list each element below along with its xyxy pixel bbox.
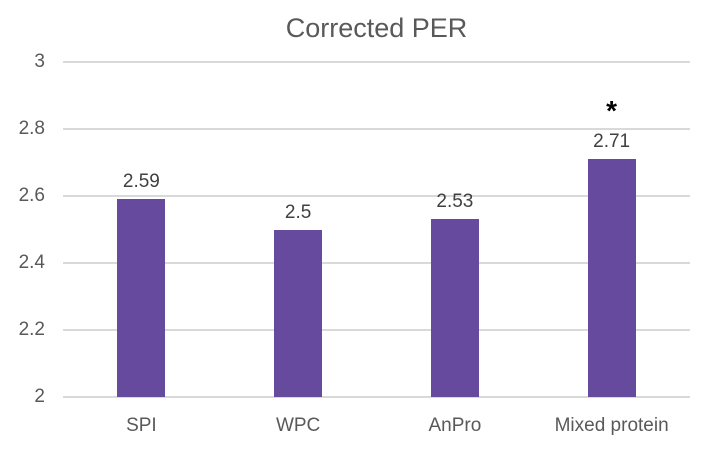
y-axis-tick-label: 2.8 xyxy=(18,118,45,139)
bar xyxy=(587,159,636,397)
y-axis-tick-label: 2 xyxy=(34,386,45,407)
gridline xyxy=(63,329,690,331)
bar-value-label: 2.59 xyxy=(122,171,160,193)
gridline xyxy=(63,61,690,63)
y-axis-tick-label: 2.6 xyxy=(18,185,45,206)
y-axis-tick-label: 2.2 xyxy=(18,319,45,340)
gridline xyxy=(63,195,690,197)
x-axis-category-label: SPI xyxy=(126,415,157,436)
y-axis-tick-label: 3 xyxy=(34,51,45,72)
bar-value-label: 2.71 xyxy=(593,131,631,153)
bar-value-label: 2.53 xyxy=(436,191,474,213)
chart-title: Corrected PER xyxy=(285,13,468,43)
x-axis-category-label: AnPro xyxy=(428,415,482,436)
gridline xyxy=(63,396,690,398)
bar xyxy=(117,199,166,397)
x-axis-category-label: WPC xyxy=(275,415,321,436)
bar xyxy=(274,229,323,397)
gridline xyxy=(63,128,690,130)
x-axis-category-label: Mixed protein xyxy=(554,415,669,436)
y-axis-tick-label: 2.4 xyxy=(18,252,45,273)
gridline xyxy=(63,262,690,264)
bar xyxy=(430,219,479,397)
bar-value-label: 2.5 xyxy=(284,201,312,223)
significance-asterisk: * xyxy=(606,95,618,127)
